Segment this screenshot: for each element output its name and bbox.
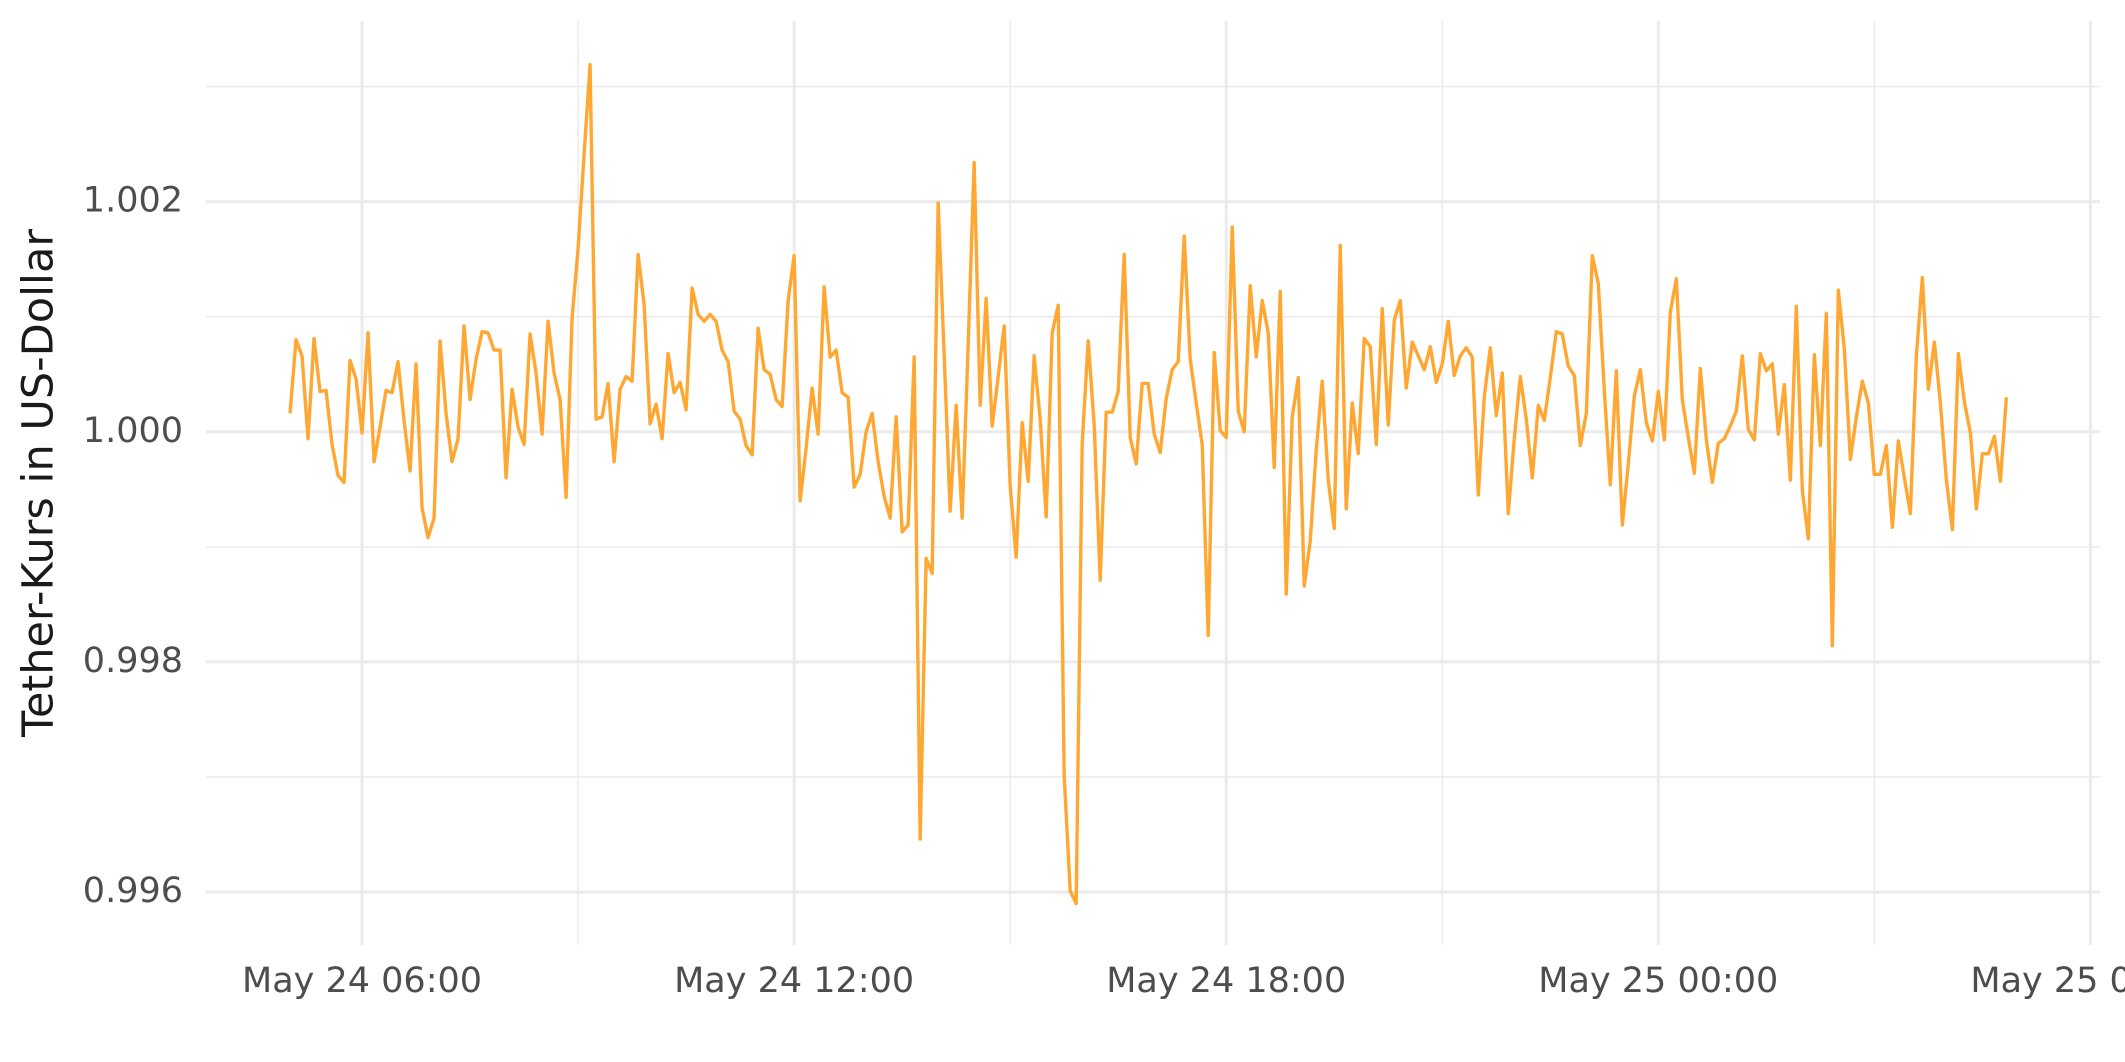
y-axis-title: Tether-Kurs in US-Dollar: [14, 229, 64, 738]
x-tick-label: May 24 06:00: [242, 961, 482, 1001]
x-tick-label: May 25 06:00: [1970, 961, 2125, 1001]
x-tick-label: May 24 18:00: [1106, 961, 1346, 1001]
y-tick-label: 1.000: [83, 411, 183, 451]
y-tick-label: 1.002: [83, 181, 183, 221]
x-tick-label: May 24 12:00: [674, 961, 914, 1001]
x-tick-label: May 25 00:00: [1538, 961, 1778, 1001]
y-tick-label: 0.996: [83, 871, 183, 911]
y-tick-label: 0.998: [83, 641, 183, 681]
price-line: [288, 63, 2009, 906]
